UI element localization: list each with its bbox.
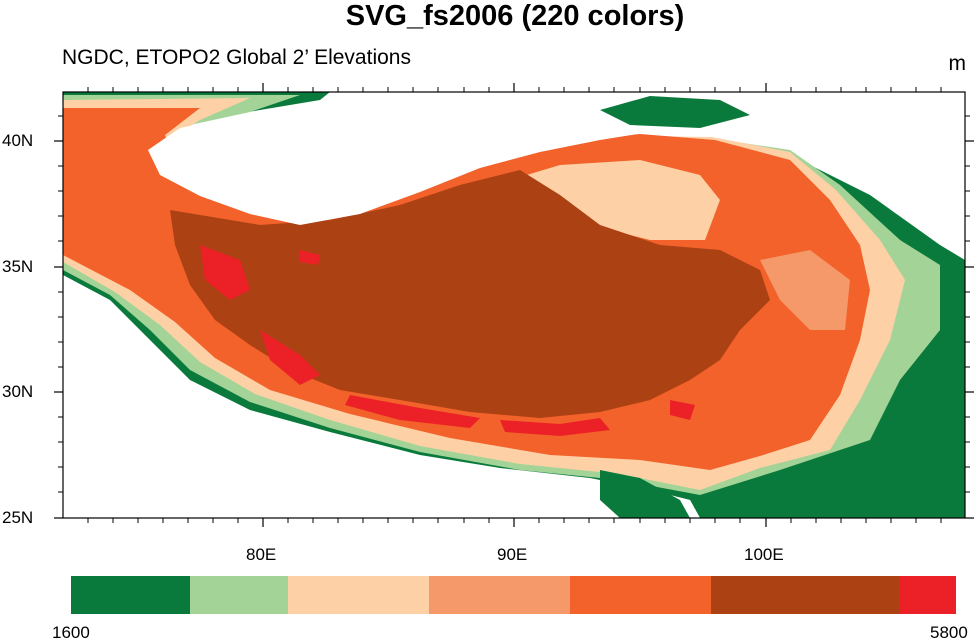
map-plot-area xyxy=(63,92,965,518)
colorbar-max-label: 5800 xyxy=(930,623,968,642)
basin-region xyxy=(148,95,650,225)
colorbar-swatch xyxy=(288,576,429,614)
lon-ticks xyxy=(262,83,767,527)
colorbar-swatch xyxy=(190,576,288,614)
colorbar-swatch xyxy=(570,576,711,614)
lon-minor-ticks xyxy=(87,87,942,523)
lat-label-25n: 25N xyxy=(2,508,34,527)
colorbar-swatch xyxy=(71,576,190,614)
lat-label-40n: 40N xyxy=(2,131,34,150)
colorbar-swatch xyxy=(429,576,570,614)
lat-minor-ticks xyxy=(58,115,970,493)
map-subtitle: NGDC, ETOPO2 Global 2’ Elevations xyxy=(62,46,411,69)
colorbar-swatch xyxy=(900,576,956,614)
lon-label-100e: 100E xyxy=(744,545,784,564)
lon-label-90e: 90E xyxy=(497,545,528,564)
units-label: m xyxy=(948,52,967,75)
lat-label-35n: 35N xyxy=(2,257,34,276)
lon-label-80e: 80E xyxy=(246,545,277,564)
lat-ticks xyxy=(54,140,974,519)
colorbar-swatch xyxy=(711,576,900,614)
colorbar xyxy=(71,576,956,614)
lat-label-30n: 30N xyxy=(2,382,34,401)
map-title: SVG_fs2006 (220 colors) xyxy=(345,0,685,32)
colorbar-min-label: 1600 xyxy=(52,623,90,642)
